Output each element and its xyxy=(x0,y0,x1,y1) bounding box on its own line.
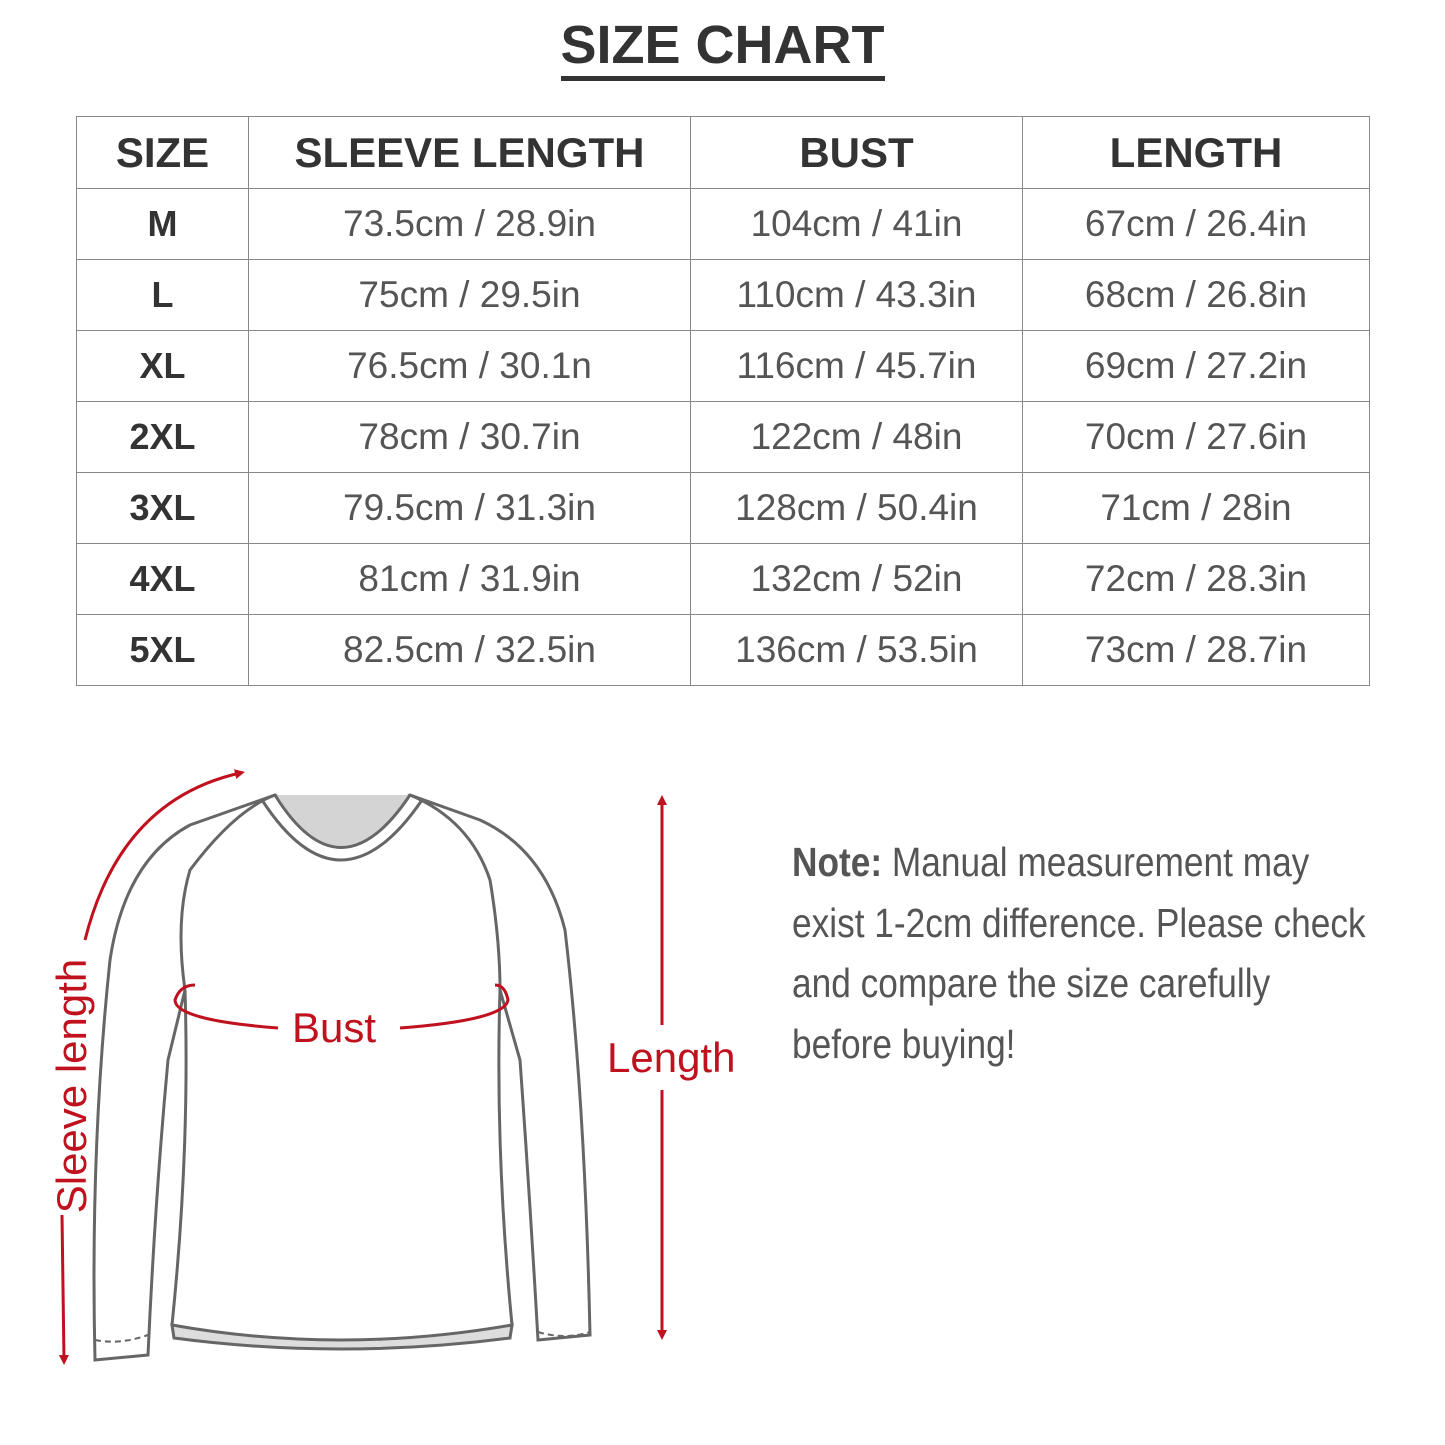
bust-ellipse-left xyxy=(173,983,279,1030)
bust-label: Bust xyxy=(292,1004,377,1051)
header-bust: BUST xyxy=(690,116,1023,189)
note-label: Note: xyxy=(792,839,883,885)
length-label: Length xyxy=(607,1034,736,1081)
size-cell: 2XL xyxy=(76,401,249,473)
sleeve-length-cell: 76.5cm / 30.1n xyxy=(248,330,691,402)
shirt-outline xyxy=(92,793,592,1362)
sleeve-length-label: Sleeve length xyxy=(48,958,95,1214)
header-size: SIZE xyxy=(76,116,249,189)
table-row: 3XL 79.5cm / 31.3in 128cm / 50.4in 71cm / 2… xyxy=(76,472,1370,544)
length-cell: 69cm / 27.2in xyxy=(1022,330,1370,402)
bust-cell: 136cm / 53.5in xyxy=(690,614,1023,686)
table-row: M 73.5cm / 28.9in 104cm / 41in 67cm / 26.4i… xyxy=(76,188,1370,260)
header-sleeve-length: SLEEVE LENGTH xyxy=(248,116,691,189)
table-row: XL 76.5cm / 30.1n 116cm / 45.7in 69cm / 27.… xyxy=(76,330,1370,402)
sleeve-length-cell: 82.5cm / 32.5in xyxy=(248,614,691,686)
length-cell: 73cm / 28.7in xyxy=(1022,614,1370,686)
bust-cell: 122cm / 48in xyxy=(690,401,1023,473)
sleeve-length-cell: 75cm / 29.5in xyxy=(248,259,691,331)
sleeve-length-cell: 78cm / 30.7in xyxy=(248,401,691,473)
table-row: 4XL 81cm / 31.9in 132cm / 52in 72cm / 28.3i… xyxy=(76,543,1370,615)
size-cell: 3XL xyxy=(76,472,249,544)
table-header-row: SIZE SLEEVE LENGTH BUST LENGTH xyxy=(76,116,1370,189)
sleeve-arrow xyxy=(83,769,245,941)
size-cell: L xyxy=(76,259,249,331)
note-text: Note: Manual measurement may exist 1-2cm… xyxy=(792,832,1377,1074)
table-row: 5XL 82.5cm / 32.5in 136cm / 53.5in 73cm / 2… xyxy=(76,614,1370,686)
table-row: 2XL 78cm / 30.7in 122cm / 48in 70cm / 27.6i… xyxy=(76,401,1370,473)
sleeve-length-cell: 81cm / 31.9in xyxy=(248,543,691,615)
length-cell: 67cm / 26.4in xyxy=(1022,188,1370,260)
sleeve-arrow-lower xyxy=(58,1214,69,1365)
note-body: Manual measurement may exist 1-2cm diffe… xyxy=(792,839,1366,1067)
size-cell: XL xyxy=(76,330,249,402)
length-cell: 72cm / 28.3in xyxy=(1022,543,1370,615)
measurement-arrows xyxy=(58,769,667,1365)
bust-cell: 116cm / 45.7in xyxy=(690,330,1023,402)
size-cell: 5XL xyxy=(76,614,249,686)
sleeve-length-cell: 79.5cm / 31.3in xyxy=(248,472,691,544)
size-cell: 4XL xyxy=(76,543,249,615)
bust-cell: 104cm / 41in xyxy=(690,188,1023,260)
page-title: SIZE CHART xyxy=(0,14,1445,81)
length-cell: 71cm / 28in xyxy=(1022,472,1370,544)
bust-cell: 132cm / 52in xyxy=(690,543,1023,615)
bust-ellipse-right xyxy=(399,983,510,1030)
bust-cell: 128cm / 50.4in xyxy=(690,472,1023,544)
size-table: SIZE SLEEVE LENGTH BUST LENGTH M 73.5cm /… xyxy=(76,116,1370,686)
bust-cell: 110cm / 43.3in xyxy=(690,259,1023,331)
